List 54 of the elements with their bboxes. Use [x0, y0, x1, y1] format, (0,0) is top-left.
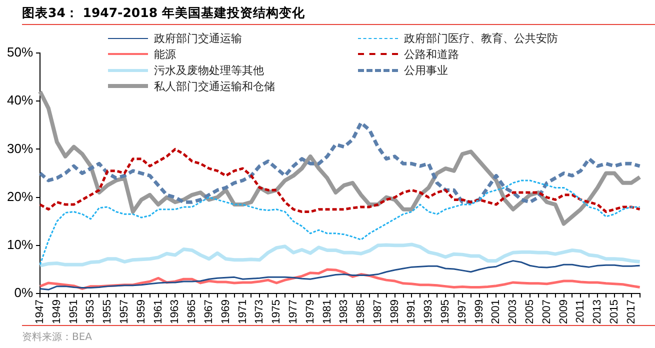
x-tick-label: 1979 [304, 300, 316, 324]
x-tick-label: 1981 [321, 300, 334, 324]
line-series [39, 180, 641, 266]
x-tick-label: 1995 [440, 300, 452, 324]
text: 资料来源：BEA [22, 330, 92, 344]
x-tick-label: 2005 [524, 300, 536, 324]
x-tick-label: 1987 [372, 300, 384, 324]
legend-label: 公用事业 [404, 62, 448, 78]
x-tick-label: 1971 [236, 300, 249, 324]
x-tick-label: 1967 [203, 300, 216, 324]
line-series [38, 148, 642, 213]
x-tick-label: 2017 [625, 300, 638, 324]
x-tick-label: 1983 [338, 300, 350, 324]
x-tick-label: 2007 [540, 300, 553, 324]
legend-label: 能源 [154, 46, 176, 62]
legend-label: 污水及废物处理等其他 [154, 62, 264, 78]
x-tick-label: 1997 [456, 300, 468, 324]
line-series [38, 121, 642, 204]
legend-label: 政府部门医疗、教育、公共安防 [404, 30, 558, 46]
x-tick-label: 1999 [473, 300, 486, 324]
x-tick-label: 1973 [254, 300, 266, 324]
x-tick-label: 1963 [169, 300, 182, 324]
x-tick-label: 1961 [152, 300, 164, 324]
x-tick-label: 1993 [422, 300, 435, 324]
legend-label: 政府部门交通运输 [154, 30, 242, 46]
chart-title: 图表34： 1947-2018 年美国基建投资结构变化 [22, 5, 305, 22]
x-tick-label: 1965 [186, 300, 198, 324]
x-tick-label: 1977 [287, 300, 300, 324]
x-tick-label: 1969 [220, 300, 232, 324]
x-tick-label: 1989 [388, 300, 401, 324]
x-tick-label: 1957 [118, 300, 131, 324]
y-tick-label: 10% [6, 237, 34, 252]
legend-label: 私人部门交通运输和仓储 [154, 78, 275, 94]
x-tick-label: 1951 [68, 300, 80, 324]
x-tick-label: 2009 [558, 300, 570, 324]
x-tick-label: 2013 [592, 300, 604, 324]
x-tick-label: 1975 [270, 300, 283, 324]
x-tick-label: 2001 [490, 300, 502, 324]
y-tick-label: 20% [6, 188, 34, 204]
x-tick-label: 1949 [50, 300, 63, 324]
y-tick-label: 40% [6, 92, 34, 108]
x-tick-label: 1955 [102, 300, 114, 324]
y-tick-label: 30% [6, 140, 34, 156]
x-tick-label: 1953 [84, 300, 97, 324]
y-tick-label: 50% [6, 44, 34, 60]
x-tick-label: 2015 [608, 300, 620, 324]
x-tick-label: 2003 [507, 300, 520, 324]
x-tick-label: 2011 [574, 300, 587, 324]
legend-label: 公路和道路 [404, 46, 459, 62]
y-tick-label: 0% [14, 285, 34, 300]
x-tick-label: 1959 [135, 300, 148, 324]
x-tick-label: 1985 [355, 300, 368, 324]
x-tick-label: 1947 [34, 300, 46, 324]
x-tick-label: 1991 [406, 300, 418, 324]
